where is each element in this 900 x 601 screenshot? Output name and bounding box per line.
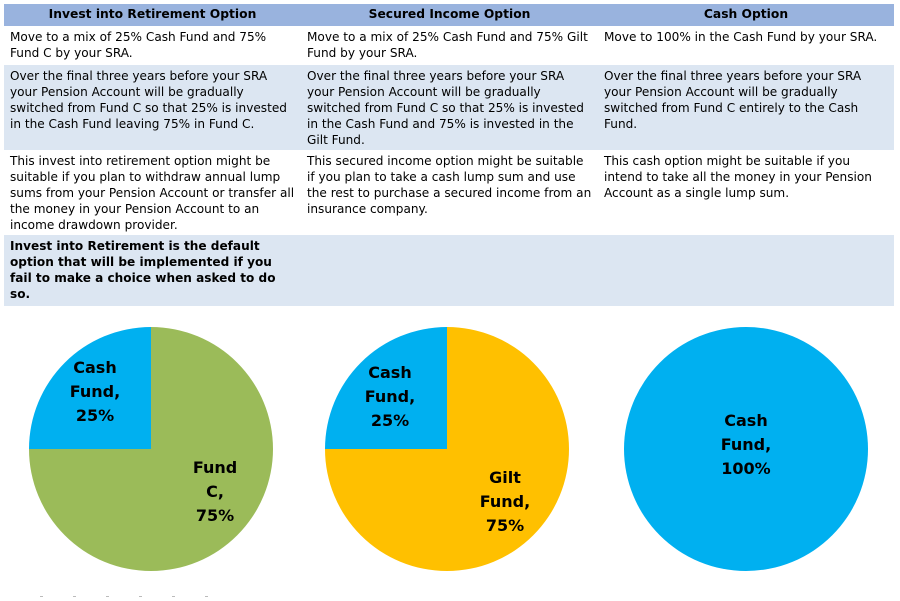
pie-slice-label: Cash Fund, 25% <box>70 358 120 425</box>
footer-dot <box>73 596 76 597</box>
allocation-cell-secured: Move to a mix of 25% Cash Fund and 75% G… <box>301 26 598 65</box>
suitability-cell-cash: This cash option might be suitable if yo… <box>598 150 894 235</box>
note-cell-cash <box>598 235 894 306</box>
pie-slice-label-line: 75% <box>486 516 524 535</box>
header-secured-income: Secured Income Option <box>301 4 598 26</box>
suitability-cell-invest: This invest into retirement option might… <box>4 150 301 235</box>
allocation-row: Move to a mix of 25% Cash Fund and 75% F… <box>4 26 894 65</box>
pie-slice-gilt-fund <box>325 327 569 571</box>
pie-slice-label-line: Cash <box>724 411 767 430</box>
options-table: Invest into Retirement Option Secured In… <box>4 4 894 306</box>
footer-dot <box>40 596 43 597</box>
switching-cell-cash: Over the final three years before your S… <box>598 65 894 150</box>
pie-slice-label-line: Fund, <box>480 492 530 511</box>
pie-slice-label: Fund C, 75% <box>193 458 237 525</box>
pie-charts-svg: Cash Fund, 25% Fund C, 75% Cash Fund, 25% Gilt Fun… <box>29 327 868 571</box>
footer-dot <box>139 596 142 597</box>
footer-dot <box>172 596 175 597</box>
pie-slice-label-line: Fund <box>193 458 237 477</box>
switching-cell-secured: Over the final three years before your S… <box>301 65 598 150</box>
footer-dot <box>106 596 109 597</box>
header-invest-into-retirement: Invest into Retirement Option <box>4 4 301 26</box>
header-cash-option: Cash Option <box>598 4 894 26</box>
switching-row: Over the final three years before your S… <box>4 65 894 150</box>
footer-dots <box>40 582 260 597</box>
pie-slice-label: Cash Fund, 100% <box>721 411 771 478</box>
pie-slice-label-line: Fund, <box>70 382 120 401</box>
pie-slice-label-line: Cash <box>368 363 411 382</box>
pie-slice-label-line: Fund, <box>365 387 415 406</box>
pie-slice-cash-fund <box>325 327 447 449</box>
pie-slice-label-line: 25% <box>76 406 114 425</box>
note-row: Invest into Retirement is the default op… <box>4 235 894 306</box>
suitability-row: This invest into retirement option might… <box>4 150 894 235</box>
pie-slice-label: Gilt Fund, 75% <box>480 468 530 535</box>
switching-cell-invest: Over the final three years before your S… <box>4 65 301 150</box>
pie-slice-fund-c <box>29 327 273 571</box>
suitability-cell-secured: This secured income option might be suit… <box>301 150 598 235</box>
header-row: Invest into Retirement Option Secured In… <box>4 4 894 26</box>
pie-charts: Cash Fund, 25% Fund C, 75% Cash Fund, 25% Gilt Fun… <box>0 318 900 591</box>
allocation-cell-invest: Move to a mix of 25% Cash Fund and 75% F… <box>4 26 301 65</box>
pie-slice-label-line: Fund, <box>721 435 771 454</box>
pie-slice-label: Cash Fund, 25% <box>365 363 415 430</box>
default-option-note: Invest into Retirement is the default op… <box>4 235 301 306</box>
pie-slice-label-line: Cash <box>73 358 116 377</box>
pie-slice-cash-fund <box>624 327 868 571</box>
pie-slice-label-line: 25% <box>371 411 409 430</box>
pie-slice-label-line: 100% <box>721 459 770 478</box>
footer-dot <box>205 596 208 597</box>
allocation-cell-cash: Move to 100% in the Cash Fund by your SR… <box>598 26 894 65</box>
pie-slice-label-line: Gilt <box>489 468 521 487</box>
pie-slice-cash-fund <box>29 327 151 449</box>
pie-slice-label-line: C, <box>206 482 224 501</box>
note-cell-secured <box>301 235 598 306</box>
pie-slice-label-line: 75% <box>196 506 234 525</box>
